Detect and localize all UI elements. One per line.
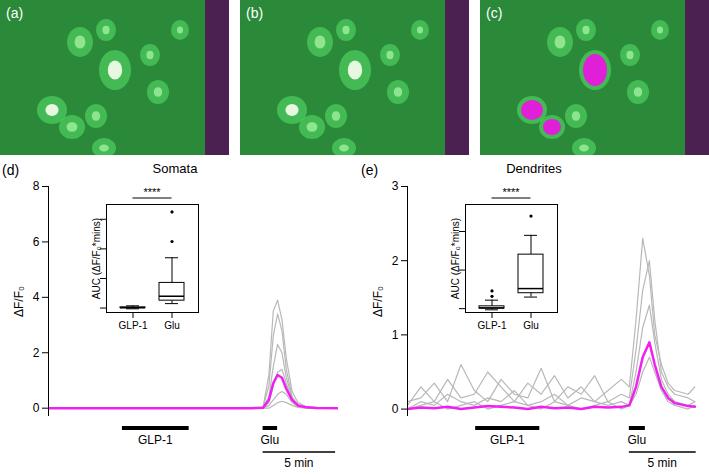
html-text:Somata: Somata [152, 161, 198, 176]
svg-text:2: 2 [392, 254, 399, 268]
html-text:(e): (e) [361, 162, 379, 178]
svg-text:(a): (a) [6, 5, 23, 21]
html-text:Dendrites: Dendrites [506, 161, 562, 176]
svg-text:0: 0 [33, 401, 40, 415]
svg-text:0: 0 [392, 402, 399, 416]
svg-text:(b): (b) [246, 5, 263, 21]
svg-text:Glu: Glu [628, 433, 647, 447]
svg-text:GLP-1: GLP-1 [138, 433, 173, 447]
svg-text:GLP-1: GLP-1 [478, 320, 507, 331]
svg-text:Glu: Glu [261, 433, 280, 447]
svg-text:8: 8 [33, 179, 40, 193]
svg-text:****: **** [502, 186, 520, 198]
svg-text:Glu: Glu [523, 320, 539, 331]
svg-text:ΔF/F₀: ΔF/F₀ [12, 286, 26, 317]
svg-text:1: 1 [392, 328, 399, 342]
html-text:(d): (d) [2, 162, 20, 178]
svg-text:3: 3 [392, 179, 399, 193]
svg-text:ΔF/F₀: ΔF/F₀ [371, 286, 385, 317]
svg-text:4: 4 [33, 290, 40, 304]
svg-text:5 min: 5 min [284, 456, 313, 470]
svg-text:GLP-1: GLP-1 [119, 320, 148, 331]
svg-text:AUC (ΔF/F₀*mins): AUC (ΔF/F₀*mins) [91, 218, 102, 299]
svg-text:GLP-1: GLP-1 [490, 433, 525, 447]
svg-text:****: **** [143, 186, 161, 198]
svg-text:6: 6 [33, 235, 40, 249]
svg-text:Glu: Glu [164, 320, 180, 331]
svg-text:AUC (ΔF/F₀*mins): AUC (ΔF/F₀*mins) [450, 218, 461, 299]
svg-text:5 min: 5 min [648, 456, 677, 470]
svg-text:2: 2 [33, 346, 40, 360]
svg-text:(c): (c) [486, 5, 502, 21]
